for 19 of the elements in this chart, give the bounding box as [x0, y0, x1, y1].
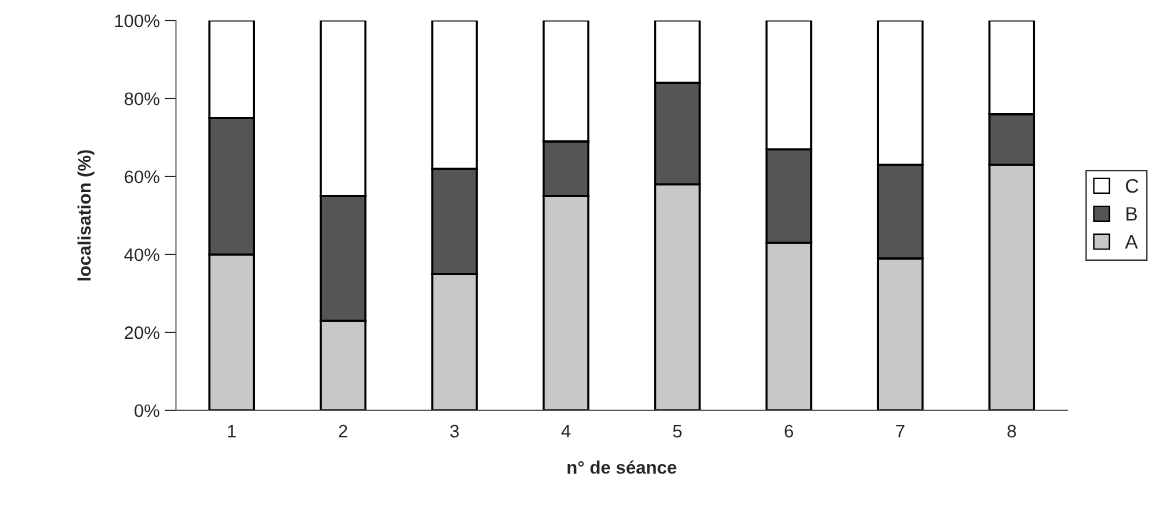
y-tick-label: 80%	[124, 92, 160, 106]
y-tick-label: 40%	[124, 248, 160, 262]
y-axis-title: localisation (%)	[77, 150, 95, 281]
x-tick-label: 5	[673, 424, 682, 438]
y-tick-label: 20%	[124, 326, 160, 340]
legend-label: C	[1125, 179, 1139, 193]
y-tick-label: 60%	[124, 170, 160, 184]
x-tick-label: 8	[1007, 424, 1016, 438]
y-tick-label: 0%	[134, 404, 160, 418]
x-tick-label: 6	[784, 424, 794, 438]
x-tick-label: 2	[338, 424, 348, 438]
legend-label: B	[1126, 207, 1137, 221]
x-tick-label: 3	[450, 424, 459, 438]
y-tick-label: 100%	[115, 14, 160, 28]
x-tick-label: 7	[896, 424, 905, 438]
legend-label: A	[1125, 235, 1138, 249]
x-tick-label: 1	[228, 424, 236, 438]
x-tick-label: 4	[561, 424, 571, 438]
x-axis-title: n° de séance	[567, 460, 677, 474]
